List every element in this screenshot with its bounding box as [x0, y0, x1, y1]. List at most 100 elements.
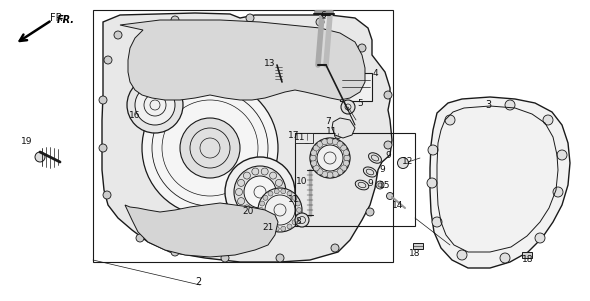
Circle shape [317, 145, 343, 171]
Circle shape [244, 172, 250, 179]
Circle shape [99, 96, 107, 104]
Circle shape [263, 195, 268, 200]
Circle shape [171, 16, 179, 24]
Circle shape [238, 198, 245, 205]
Text: 12: 12 [402, 157, 414, 166]
Circle shape [310, 138, 350, 178]
Bar [413, 243, 423, 249]
Circle shape [258, 207, 264, 213]
Circle shape [127, 77, 183, 133]
Circle shape [171, 248, 179, 256]
Circle shape [376, 181, 384, 189]
Circle shape [263, 220, 268, 225]
Circle shape [238, 179, 245, 186]
Circle shape [292, 220, 297, 225]
Text: 8: 8 [295, 218, 301, 226]
Circle shape [557, 150, 567, 160]
Text: 6: 6 [320, 11, 326, 20]
Circle shape [543, 115, 553, 125]
Ellipse shape [363, 167, 376, 177]
Text: 9: 9 [385, 150, 391, 160]
Circle shape [274, 59, 282, 67]
Circle shape [327, 172, 333, 178]
Text: 2: 2 [195, 277, 201, 287]
Circle shape [246, 14, 254, 22]
Circle shape [343, 150, 349, 156]
Circle shape [341, 165, 347, 171]
Bar [93, 10, 393, 262]
Circle shape [398, 157, 408, 169]
Circle shape [221, 254, 229, 262]
Text: 13: 13 [264, 58, 276, 67]
Text: 9: 9 [379, 166, 385, 175]
Circle shape [366, 208, 374, 216]
Circle shape [270, 205, 277, 212]
Circle shape [303, 136, 310, 144]
Bar [295, 133, 415, 226]
Circle shape [281, 226, 286, 231]
Circle shape [276, 198, 283, 205]
Circle shape [343, 160, 349, 166]
Circle shape [287, 191, 292, 196]
Circle shape [281, 189, 286, 194]
Text: FR.: FR. [57, 15, 75, 25]
Text: 5: 5 [357, 100, 363, 108]
Circle shape [244, 176, 276, 208]
Circle shape [136, 234, 144, 242]
Text: 18: 18 [522, 256, 534, 265]
Circle shape [142, 80, 278, 216]
Circle shape [258, 188, 302, 232]
Circle shape [500, 253, 510, 263]
Circle shape [384, 141, 392, 149]
Ellipse shape [355, 180, 369, 190]
Circle shape [457, 250, 467, 260]
Circle shape [114, 31, 122, 39]
Circle shape [313, 145, 319, 151]
Circle shape [234, 166, 286, 218]
Bar [340, 73, 372, 101]
Circle shape [274, 226, 279, 231]
Circle shape [317, 169, 323, 175]
Text: 15: 15 [379, 181, 391, 190]
Text: 11: 11 [326, 128, 337, 136]
Circle shape [295, 213, 309, 227]
Circle shape [535, 233, 545, 243]
Circle shape [317, 141, 323, 147]
Circle shape [322, 171, 328, 177]
Circle shape [135, 85, 175, 125]
Text: 7: 7 [325, 117, 331, 126]
Circle shape [335, 132, 342, 138]
Circle shape [276, 179, 283, 186]
Circle shape [104, 56, 112, 64]
Circle shape [445, 115, 455, 125]
Circle shape [332, 139, 338, 145]
Text: 18: 18 [409, 249, 421, 257]
Text: 10: 10 [296, 178, 308, 187]
Circle shape [310, 155, 316, 161]
Text: 14: 14 [392, 200, 404, 209]
Circle shape [428, 145, 438, 155]
Text: 4: 4 [372, 69, 378, 77]
Circle shape [261, 168, 268, 175]
Circle shape [261, 209, 268, 216]
Circle shape [505, 100, 515, 110]
Circle shape [35, 152, 45, 162]
Circle shape [276, 254, 284, 262]
Ellipse shape [369, 153, 382, 163]
Text: 9: 9 [367, 178, 373, 188]
Circle shape [292, 195, 297, 200]
Circle shape [252, 209, 259, 216]
Circle shape [358, 44, 366, 52]
Text: 20: 20 [242, 207, 254, 216]
Circle shape [270, 172, 277, 179]
Circle shape [332, 171, 338, 177]
Circle shape [260, 214, 265, 219]
Circle shape [313, 165, 319, 171]
Circle shape [384, 91, 392, 99]
Text: 11: 11 [289, 196, 300, 204]
Polygon shape [430, 97, 570, 268]
Polygon shape [120, 20, 365, 100]
Text: 11: 11 [294, 134, 306, 142]
Circle shape [432, 217, 442, 227]
Polygon shape [102, 13, 392, 262]
